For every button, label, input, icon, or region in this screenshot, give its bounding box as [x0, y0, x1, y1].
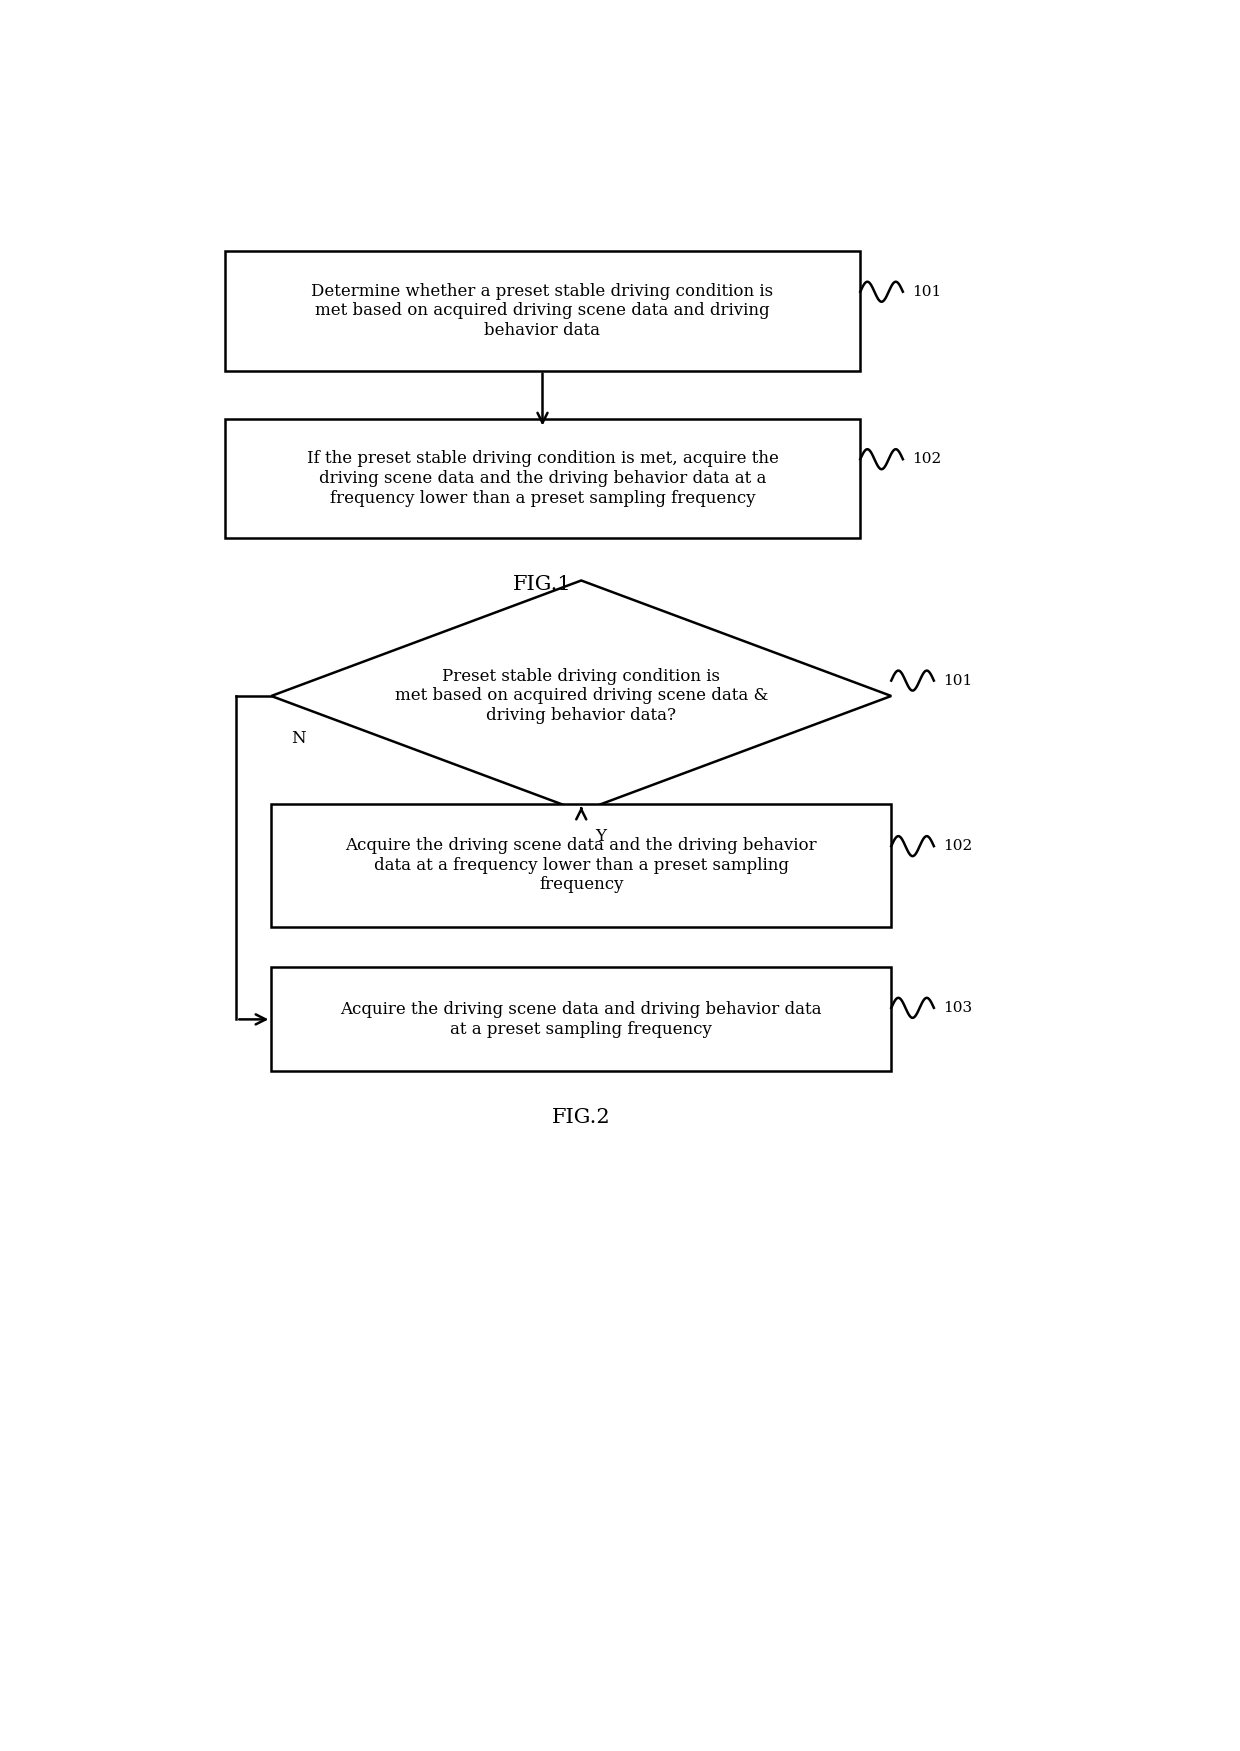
FancyBboxPatch shape	[224, 418, 861, 538]
Text: 101: 101	[944, 674, 972, 688]
Text: Acquire the driving scene data and the driving behavior
data at a frequency lowe: Acquire the driving scene data and the d…	[346, 837, 817, 893]
Text: Determine whether a preset stable driving condition is
met based on acquired dri: Determine whether a preset stable drivin…	[311, 284, 774, 340]
Text: Acquire the driving scene data and driving behavior data
at a preset sampling fr: Acquire the driving scene data and drivi…	[341, 1002, 822, 1038]
Text: If the preset stable driving condition is met, acquire the
driving scene data an: If the preset stable driving condition i…	[306, 450, 779, 506]
Text: N: N	[291, 730, 306, 748]
FancyBboxPatch shape	[272, 804, 892, 926]
Text: FIG.1: FIG.1	[513, 574, 572, 594]
Text: 103: 103	[944, 1002, 972, 1016]
FancyBboxPatch shape	[224, 252, 861, 371]
Text: 101: 101	[913, 285, 941, 299]
Text: Preset stable driving condition is
met based on acquired driving scene data &
dr: Preset stable driving condition is met b…	[394, 667, 768, 725]
FancyBboxPatch shape	[272, 967, 892, 1072]
Text: FIG.2: FIG.2	[552, 1108, 610, 1128]
Polygon shape	[272, 581, 892, 811]
Text: 102: 102	[913, 452, 941, 466]
Text: Y: Y	[595, 828, 606, 844]
Text: 102: 102	[944, 839, 972, 853]
